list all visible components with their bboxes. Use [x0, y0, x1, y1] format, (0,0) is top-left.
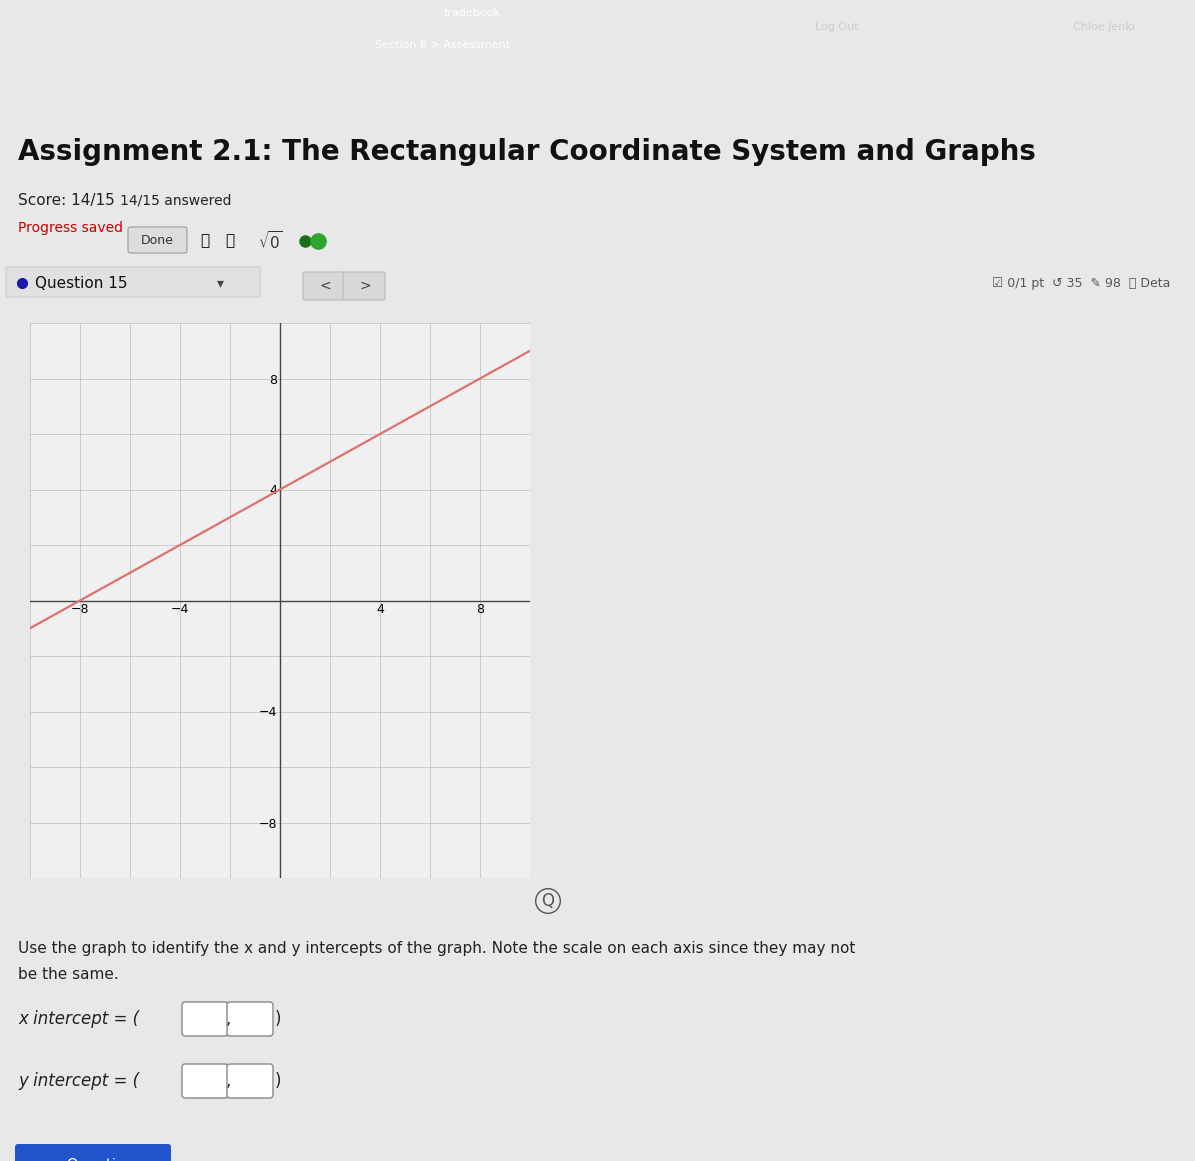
- Text: 🖨: 🖨: [226, 233, 234, 248]
- FancyBboxPatch shape: [16, 1144, 171, 1161]
- FancyBboxPatch shape: [6, 267, 261, 297]
- Text: <: <: [319, 279, 331, 293]
- FancyBboxPatch shape: [182, 1002, 228, 1036]
- Text: $\sqrt{0}$: $\sqrt{0}$: [258, 230, 283, 252]
- Text: ▾: ▾: [216, 276, 223, 290]
- Text: >: >: [360, 279, 370, 293]
- Text: ◄ Question: ◄ Question: [50, 1159, 135, 1161]
- Text: ,: ,: [226, 1072, 231, 1090]
- FancyBboxPatch shape: [304, 272, 345, 300]
- Text: ,: ,: [226, 1010, 231, 1027]
- FancyBboxPatch shape: [182, 1063, 228, 1098]
- Text: Q: Q: [541, 892, 554, 910]
- Text: 14/15 answered: 14/15 answered: [120, 193, 232, 207]
- Text: 🗋: 🗋: [201, 233, 209, 248]
- Text: x intercept = (: x intercept = (: [18, 1010, 139, 1027]
- Text: Question 15: Question 15: [35, 275, 128, 290]
- Text: Use the graph to identify the x and y intercepts of the graph. Note the scale on: Use the graph to identify the x and y in…: [18, 942, 856, 956]
- Text: Progress saved: Progress saved: [18, 221, 123, 235]
- Text: ): ): [275, 1072, 282, 1090]
- Text: Section 8 > Assessment: Section 8 > Assessment: [374, 39, 510, 50]
- FancyBboxPatch shape: [227, 1002, 272, 1036]
- Text: Assignment 2.1: The Rectangular Coordinate System and Graphs: Assignment 2.1: The Rectangular Coordina…: [18, 138, 1036, 166]
- Text: Score: 14/15: Score: 14/15: [18, 193, 115, 208]
- Text: ): ): [275, 1010, 282, 1027]
- FancyBboxPatch shape: [128, 228, 186, 253]
- Text: y intercept = (: y intercept = (: [18, 1072, 139, 1090]
- Text: Done: Done: [141, 235, 173, 247]
- Text: be the same.: be the same.: [18, 967, 118, 982]
- Text: ☑ 0/1 pt  ↺ 35  ✎ 98  ⓘ Deta: ☑ 0/1 pt ↺ 35 ✎ 98 ⓘ Deta: [992, 276, 1170, 289]
- Text: Chloe Jenki: Chloe Jenki: [1073, 22, 1135, 33]
- Text: tradebook: tradebook: [443, 8, 501, 19]
- FancyBboxPatch shape: [227, 1063, 272, 1098]
- FancyBboxPatch shape: [343, 272, 385, 300]
- Text: Log Out: Log Out: [815, 22, 858, 33]
